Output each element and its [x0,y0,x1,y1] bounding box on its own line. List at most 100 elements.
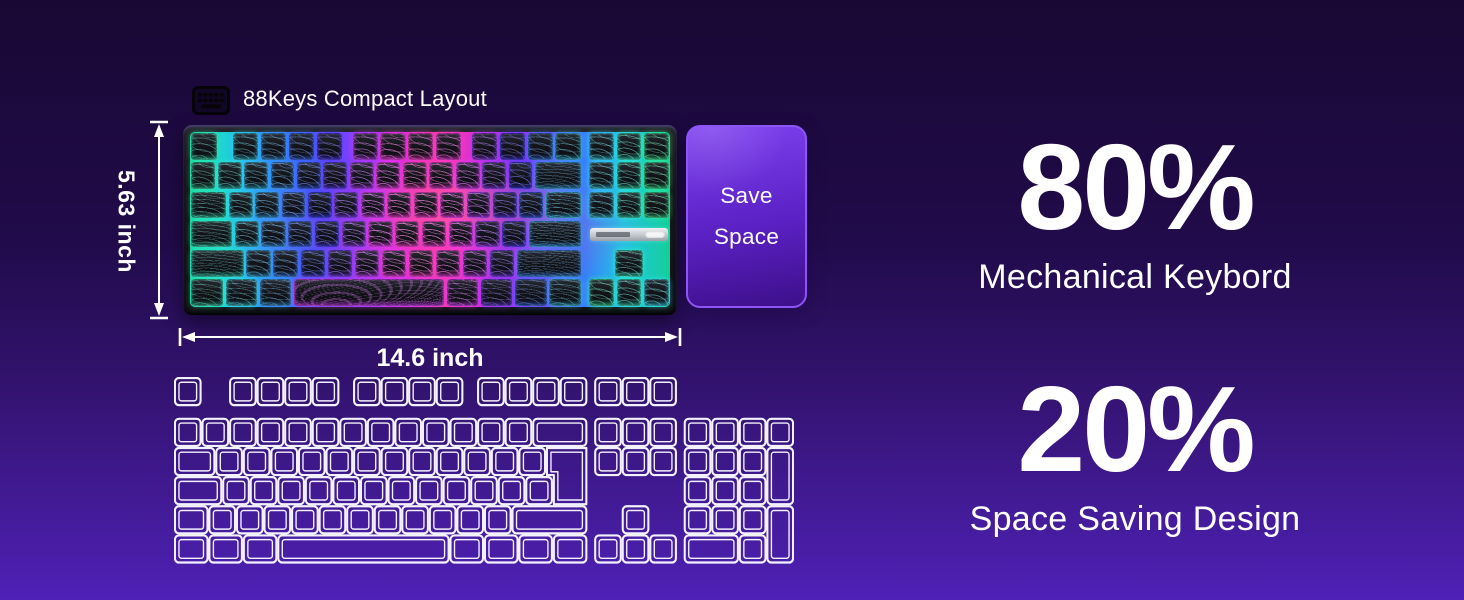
key-outline [242,446,271,477]
width-dimension-arrow [178,328,682,346]
key-outline [325,446,354,477]
keycap [233,133,259,160]
key-outline [201,417,230,448]
keycap [323,162,348,190]
keycap [555,133,581,160]
key-outline [359,476,388,506]
keyboard-keys-area [190,132,670,307]
key-outline [229,377,257,407]
height-dimension-label: 5.63 inch [113,169,140,273]
keycap [616,279,642,306]
keycap [471,133,498,160]
key-row [190,220,582,249]
keycap [352,133,378,160]
keycap [349,162,374,190]
silver-logo-bar [590,227,668,241]
key-outline [649,534,677,564]
key-outline [284,377,312,407]
keycap [217,162,242,190]
keycap [395,220,420,248]
banner-title: 88Keys Compact Layout [243,86,487,111]
keycap [615,249,643,277]
keycap [549,279,581,306]
key-outline [559,377,588,407]
key-outline [311,417,340,448]
stat-label: Mechanical Keybord [978,257,1292,296]
key-outline [649,446,677,477]
key-outline [380,377,409,407]
key-outline [174,417,202,448]
keycap [643,162,669,190]
key-outline [711,476,739,506]
key-outline [766,505,794,564]
keycap [255,191,279,219]
key-outline [738,417,767,448]
keycap [616,133,642,160]
keycap [616,191,642,219]
keycap [368,220,393,248]
key-outline [711,417,739,448]
key-outline [504,377,533,407]
keycap [281,191,306,219]
up-arrow-row [588,249,670,278]
keycap [616,162,642,190]
key-outline [174,534,209,564]
key-outline [366,417,395,448]
keycap [499,133,525,160]
save-space-badge: Save Space [686,125,807,308]
keycap [413,191,438,219]
key-outline [208,534,243,564]
keycap [288,133,314,160]
keycap [435,133,462,160]
keycap [527,133,553,160]
keycap [489,249,515,277]
key-gap [644,249,670,278]
key-outline [483,505,512,535]
keyboard-main-block [190,132,582,307]
keycap [191,220,233,248]
key-outline [649,377,677,407]
keycap [466,191,491,219]
key-outline [456,505,485,535]
stat-label: Space Saving Design [969,499,1301,538]
key-outline [304,476,333,506]
key-outline [242,534,278,564]
keycap [387,191,412,219]
keycap [327,249,353,277]
keycap [381,249,407,277]
key-outline [738,476,767,506]
keycap [228,191,253,219]
key-outline [222,476,250,506]
height-dimension-arrow [150,120,168,320]
keycap [545,191,581,219]
key-outline [297,446,326,477]
keycap [273,249,298,277]
keycap [316,133,342,160]
keycap [360,191,385,219]
keycap [448,220,473,248]
key-row [588,161,670,190]
keycap [516,249,581,277]
keycap [225,279,258,306]
keycap [519,191,544,219]
key-outline [649,417,677,448]
key-outline [353,377,381,407]
keyboard-nav-block [588,132,670,307]
key-outline [518,534,553,564]
key-outline [270,446,299,477]
key-outline [463,446,491,477]
key-outline [174,505,209,535]
key-outline [683,534,739,564]
keycap [534,162,581,190]
key-outline [738,534,767,564]
keycap [191,162,216,190]
key-outline [277,534,450,564]
key-outline [291,505,319,535]
key-outline [621,534,650,564]
key-outline [766,446,794,506]
key-outline [738,505,767,535]
key-outline [256,417,285,448]
key-outline [380,446,409,477]
keycap [528,220,581,248]
